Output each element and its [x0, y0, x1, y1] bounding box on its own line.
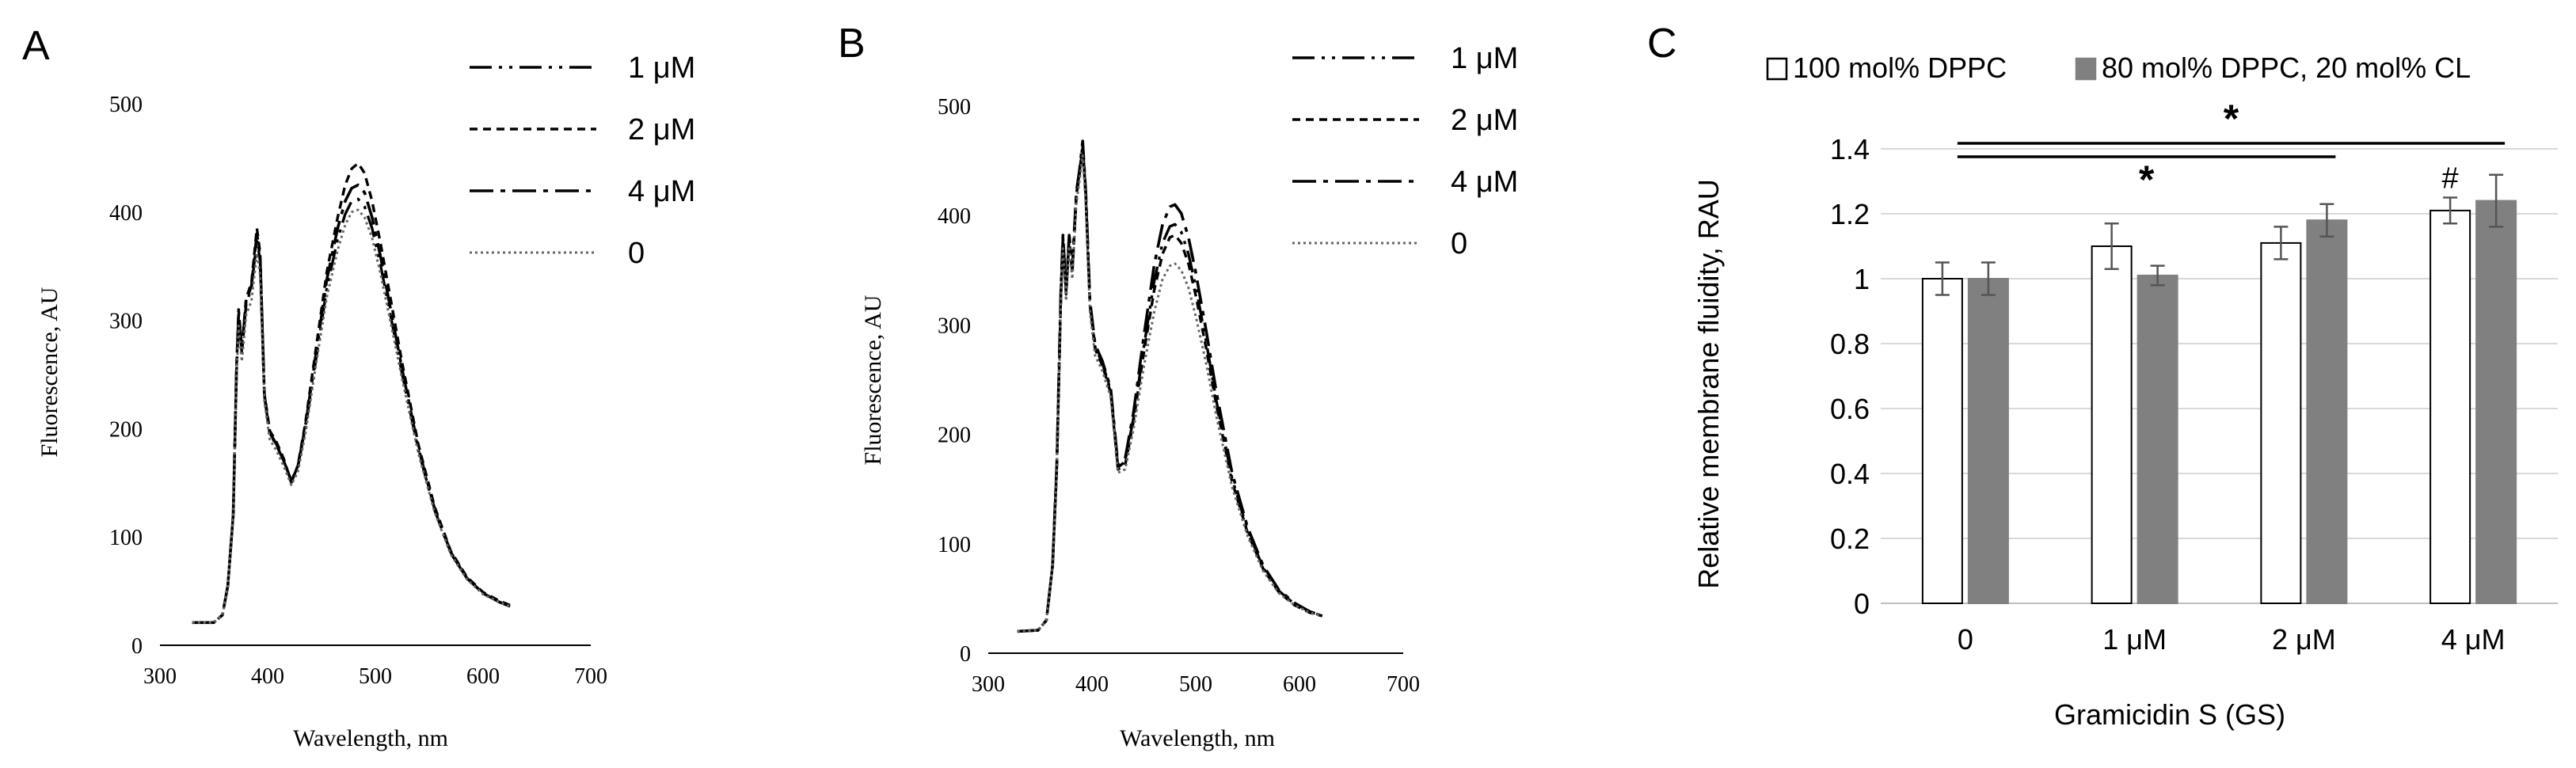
legend-label: 2 μM: [1451, 104, 1518, 137]
bar: [2137, 274, 2178, 604]
panel-a-label: A: [22, 23, 50, 69]
panel-c-bar-chart: C 00.20.40.60.811.21.40 1 μM 2 μM 4 μM **# …: [1647, 21, 2558, 731]
legend-label: 1 μM: [1451, 42, 1518, 75]
bar: [2475, 200, 2517, 604]
y-tick-label: 1.4: [1830, 133, 1870, 165]
x-tick-label: 700: [574, 664, 607, 689]
panel-b-x-axis-label: Wavelength, nm: [1120, 725, 1275, 751]
panel-b-series-lines: [1017, 139, 1323, 633]
panel-b-y-axis-label: Fluorescence, AU: [860, 295, 886, 465]
legend-label: 1 μM: [628, 51, 695, 85]
panel-a-legend: 1 μM 2 μM 4 μM 0: [470, 51, 695, 270]
legend-label: 80 mol% DPPC, 20 mol% CL: [2102, 51, 2471, 84]
legend-label: 0: [628, 237, 645, 270]
x-tick-label: 300: [143, 664, 177, 689]
series-line: [192, 208, 511, 624]
y-tick-label: 0: [131, 634, 143, 659]
panel-c-x-axis-label: Gramicidin S (GS): [2054, 698, 2285, 731]
bar: [2430, 209, 2471, 604]
panel-c-bars: [1921, 173, 2517, 604]
panel-b-tick-labels: 300 400 500 600 700 0 100 200 300 400 500: [938, 95, 1420, 697]
x-tick-label: 700: [1387, 672, 1420, 697]
panel-b-line-chart: B 300 400 500 600 700 0 100 200 300 400 500 Wavele…: [838, 21, 1518, 751]
panel-b-label: B: [838, 21, 866, 67]
panel-b-legend: 1 μM 2 μM 4 μM 0: [1292, 42, 1518, 260]
significance-star: *: [2224, 97, 2239, 141]
x-tick-label: 500: [359, 664, 392, 689]
bar: [1967, 278, 2009, 604]
significance-star: *: [2139, 158, 2155, 202]
y-tick-label: 500: [938, 95, 971, 120]
series-line: [192, 197, 511, 624]
panel-a-series-lines: [192, 162, 511, 625]
y-tick-label: 100: [938, 533, 971, 557]
legend-label: 100 mol% DPPC: [1793, 51, 2007, 84]
x-tick-label: 1 μM: [2102, 623, 2167, 656]
x-tick-label: 0: [1958, 623, 1973, 656]
y-tick-label: 0: [1854, 587, 1870, 620]
bar: [1921, 278, 1963, 604]
panel-c-significance-annotations: * * #: [1957, 97, 2506, 202]
x-tick-label: 300: [972, 672, 1005, 697]
y-tick-label: 100: [109, 526, 143, 550]
series-line: [1017, 143, 1323, 633]
x-tick-label: 400: [251, 664, 284, 689]
y-tick-label: 400: [938, 204, 971, 229]
y-tick-label: 300: [938, 314, 971, 338]
y-tick-label: 0: [960, 642, 971, 667]
y-tick-label: 200: [938, 424, 971, 448]
legend-label: 0: [1451, 227, 1467, 260]
y-tick-label: 1: [1854, 263, 1870, 295]
legend-label: 2 μM: [628, 113, 695, 146]
y-tick-label: 300: [109, 310, 143, 334]
panel-a-line-chart: A 300 400 500 600 700 0 100 200 300 400 500 Wavele…: [22, 23, 695, 751]
panel-a-x-axis-label: Wavelength, nm: [293, 725, 448, 751]
y-tick-label: 0.2: [1830, 523, 1870, 555]
legend-label: 4 μM: [628, 175, 695, 208]
panel-c-tick-labels: 0 0.2 0.4 0.6 0.8 1 1.2 1.4 0 1 μM 2 μM 4 μM: [1830, 133, 2506, 656]
y-tick-label: 1.2: [1830, 198, 1870, 230]
y-tick-label: 500: [109, 93, 143, 117]
y-tick-label: 0.6: [1830, 393, 1870, 425]
x-tick-label: 4 μM: [2441, 623, 2506, 656]
y-tick-label: 0.8: [1830, 328, 1870, 360]
bar: [2306, 219, 2348, 604]
series-line: [192, 162, 511, 624]
series-line: [1017, 139, 1323, 633]
bar: [2091, 245, 2133, 604]
panel-c-legend: 100 mol% DPPC 80 mol% DPPC, 20 mol% CL: [1766, 51, 2471, 84]
x-tick-label: 400: [1075, 672, 1109, 697]
y-tick-label: 0.4: [1830, 458, 1870, 490]
x-tick-label: 600: [1283, 672, 1316, 697]
series-line: [1017, 146, 1323, 633]
hash-marker: #: [2442, 162, 2459, 196]
legend-label: 4 μM: [1451, 165, 1518, 199]
panel-a-tick-labels: 300 400 500 600 700 0 100 200 300 400 500: [109, 93, 607, 689]
legend-swatch: [2075, 57, 2097, 81]
panel-a-y-axis-label: Fluorescence, AU: [36, 287, 63, 457]
x-tick-label: 600: [466, 664, 500, 689]
panel-c-label: C: [1647, 21, 1677, 67]
legend-swatch: [1766, 57, 1788, 81]
x-tick-label: 2 μM: [2272, 623, 2336, 656]
series-line: [192, 183, 511, 625]
x-tick-label: 500: [1179, 672, 1212, 697]
panel-c-y-axis-label: Relative membrane fluidity, RAU: [1692, 179, 1725, 589]
bar: [2260, 241, 2302, 604]
y-tick-label: 200: [109, 417, 143, 442]
y-tick-label: 400: [109, 201, 143, 226]
